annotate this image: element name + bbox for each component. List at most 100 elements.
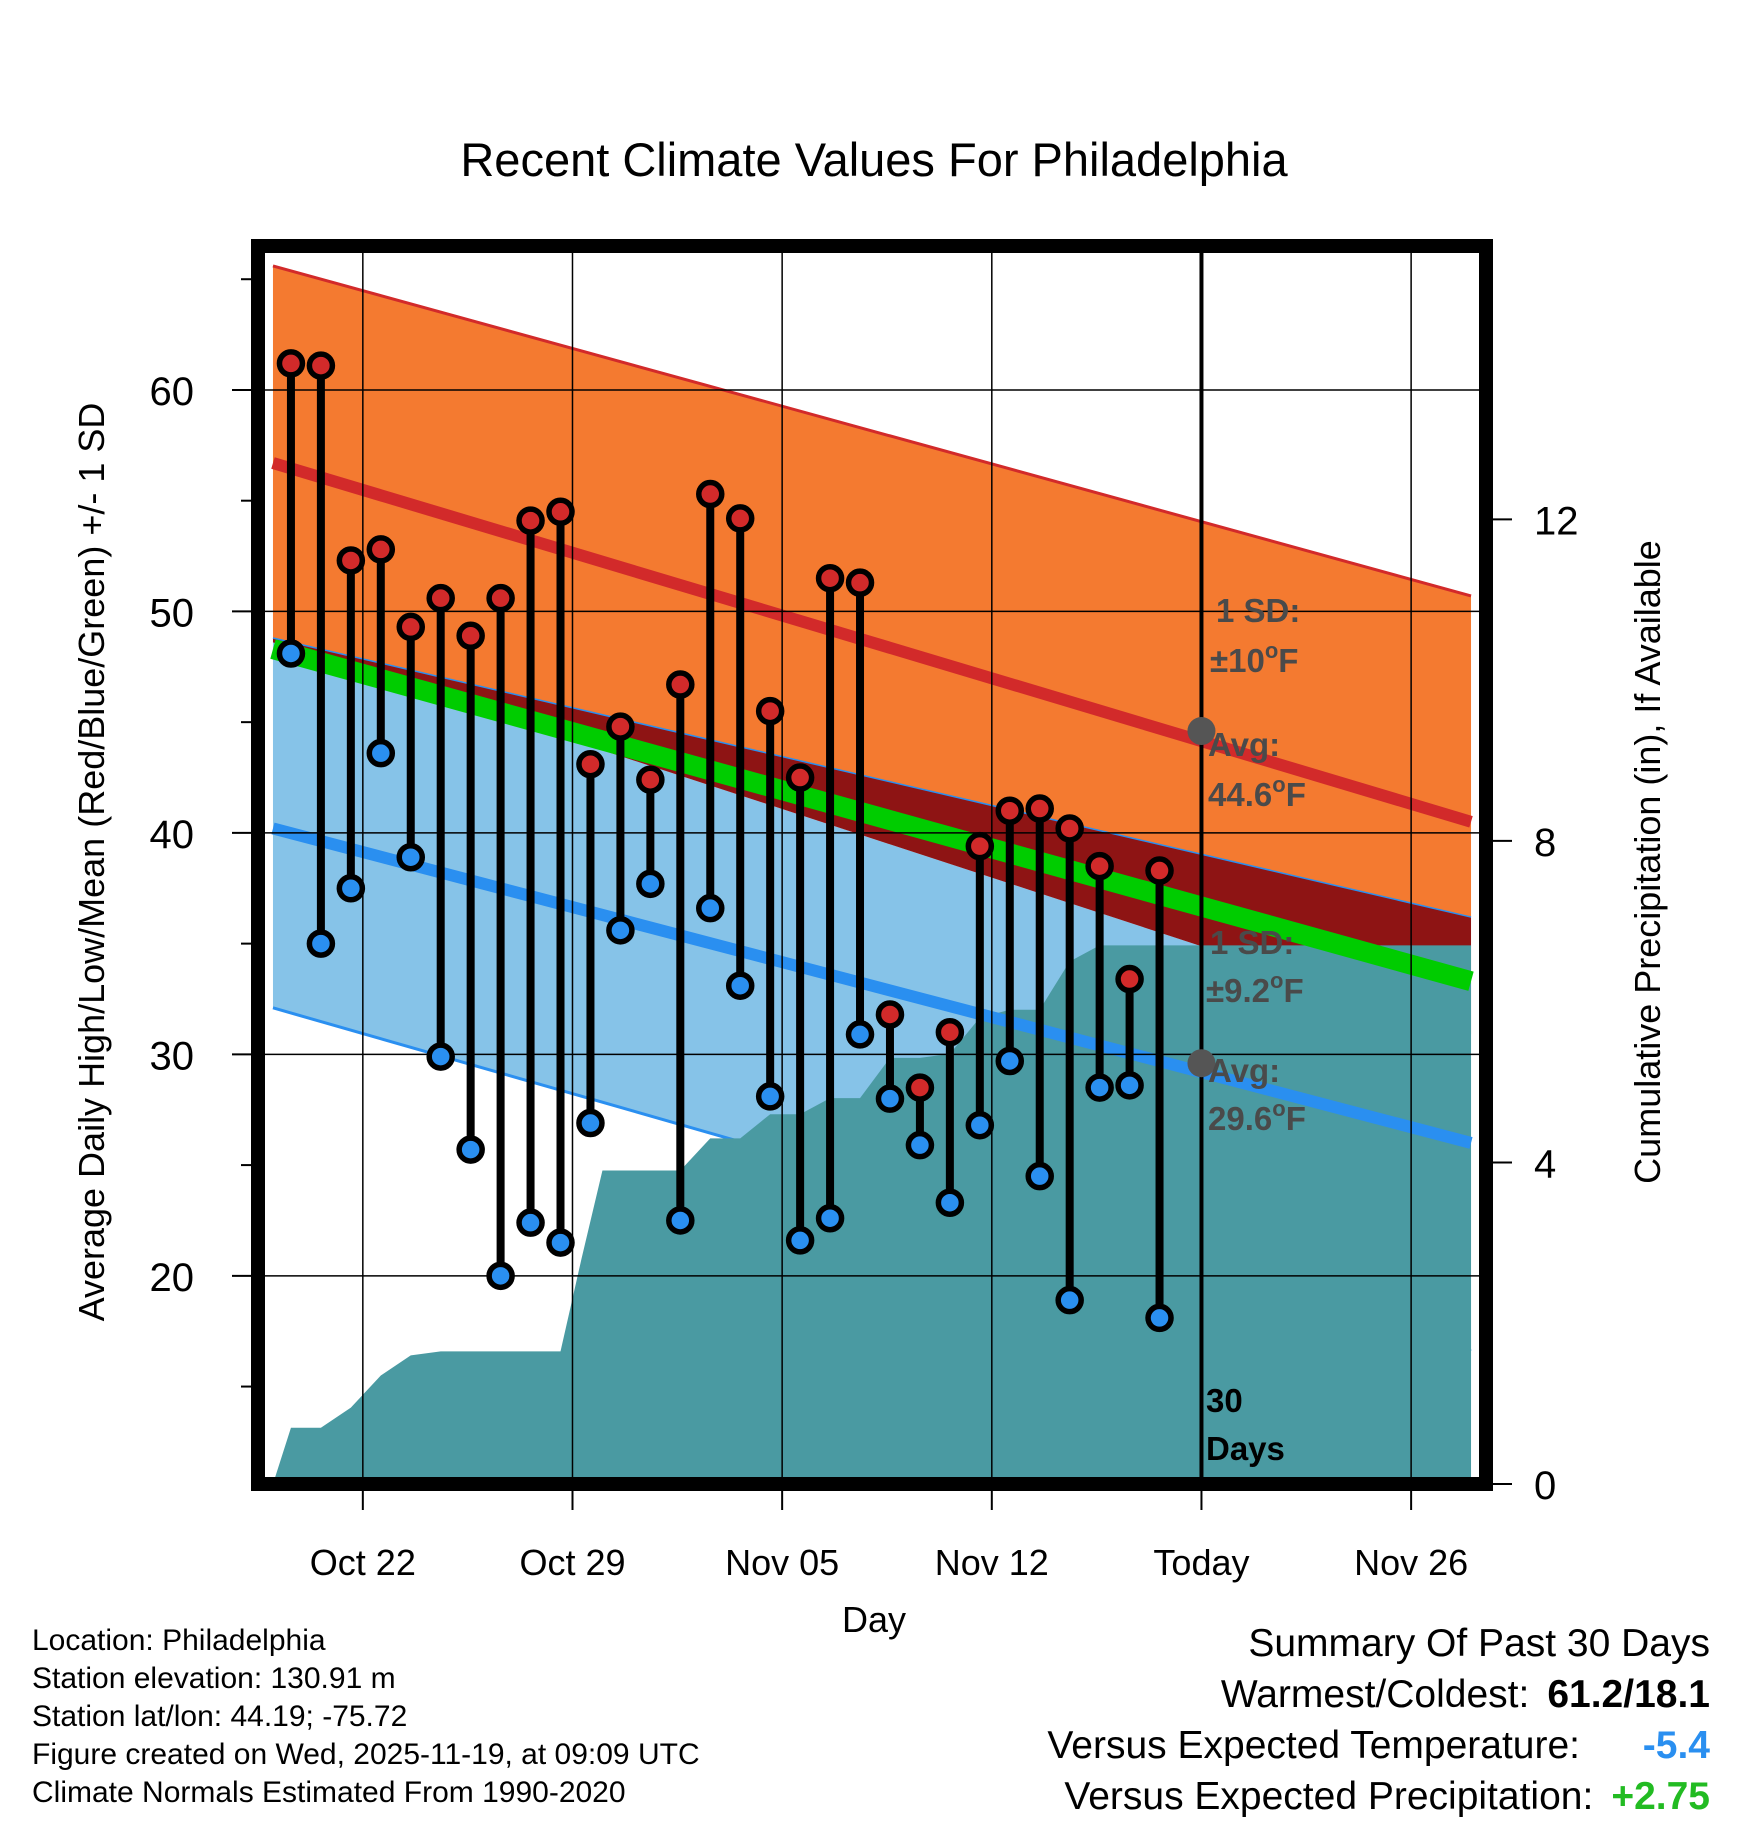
- plot-frame: [251, 239, 1493, 1491]
- days-label: Days: [1206, 1430, 1285, 1467]
- daily-low-point: [995, 1046, 1025, 1076]
- daily-high-point: [1115, 964, 1144, 994]
- summary-title: Summary Of Past 30 Days: [1248, 1622, 1710, 1665]
- low-sd-value: ±9.2oF: [1206, 968, 1304, 1009]
- high-sd-label: 1 SD:: [1216, 592, 1300, 629]
- x-tick-label: Oct 29: [519, 1542, 625, 1583]
- y-tick-label: 30: [150, 1034, 195, 1078]
- daily-low-point: [935, 1188, 965, 1217]
- daily-high-point: [815, 563, 845, 593]
- low-avg-label: Avg:: [1208, 1052, 1280, 1089]
- summary-warm-cold: Warmest/Coldest: 61.2/18.1: [1047, 1669, 1710, 1720]
- y-tick-label: 60: [150, 370, 195, 414]
- daily-high-point: [516, 506, 545, 535]
- daily-low-point: [666, 1206, 695, 1235]
- daily-high-point: [606, 712, 635, 741]
- y2-tick-label: 4: [1534, 1142, 1556, 1186]
- y2-axis-label: Cumulative Precipitation (in), If Availa…: [1627, 540, 1668, 1184]
- daily-high-point: [845, 568, 875, 597]
- daily-high-point: [366, 535, 396, 564]
- y-tick-label: 20: [150, 1256, 195, 1300]
- high-sd-value: ±10oF: [1210, 638, 1298, 679]
- daily-low-point: [696, 893, 725, 923]
- daily-low-point: [1085, 1073, 1114, 1102]
- daily-high-point: [276, 349, 306, 378]
- daily-high-point: [1145, 856, 1174, 885]
- summary-precip: Versus Expected Precipitation: +2.75: [1047, 1771, 1710, 1822]
- today-high-avg-marker: [1187, 717, 1216, 746]
- y2-tick-label: 0: [1534, 1464, 1556, 1508]
- warm-cold-label: Warmest/Coldest:: [1220, 1673, 1530, 1716]
- daily-high-point: [905, 1073, 935, 1102]
- daily-low-point: [636, 869, 665, 899]
- y-tick-label: 40: [150, 813, 195, 857]
- daily-low-point: [785, 1226, 815, 1255]
- normals-text: Climate Normals Estimated From 1990-2020: [32, 1776, 626, 1809]
- daily-low-point: [725, 971, 755, 1000]
- daily-high-point: [576, 749, 605, 779]
- daily-high-point: [785, 763, 815, 792]
- daily-low-point: [486, 1261, 515, 1291]
- daily-low-point: [366, 738, 396, 768]
- daily-high-point: [995, 796, 1025, 825]
- latlon-text: Station lat/lon: 44.19; -75.72: [32, 1700, 408, 1733]
- daily-high-point: [396, 612, 426, 642]
- chart-title: Recent Climate Values For Philadelphia: [460, 133, 1288, 186]
- daily-low-point: [606, 916, 635, 945]
- y2-tick-label: 12: [1534, 499, 1579, 543]
- temp-value: -5.4: [1642, 1724, 1710, 1767]
- summary-temp: Versus Expected Temperature: -5.4: [1047, 1720, 1710, 1771]
- daily-low-point: [516, 1208, 545, 1237]
- x-axis-label: Day: [842, 1599, 906, 1640]
- station-info: Location: Philadelphia Station elevation…: [32, 1622, 700, 1812]
- precip-value: +2.75: [1611, 1775, 1710, 1818]
- days-count: 30: [1206, 1382, 1243, 1419]
- x-tick-label: Nov 12: [935, 1542, 1049, 1583]
- daily-high-point: [306, 351, 336, 380]
- temp-label: Versus Expected Temperature:: [1047, 1724, 1580, 1767]
- daily-high-point: [1055, 814, 1084, 843]
- elevation-text: Station elevation: 130.91 m: [32, 1662, 396, 1695]
- daily-low-point: [845, 1020, 875, 1049]
- y-tick-label: 50: [150, 591, 195, 635]
- x-tick-label: Oct 22: [310, 1542, 416, 1583]
- daily-high-point: [666, 670, 695, 699]
- daily-low-point: [1055, 1285, 1084, 1315]
- high-avg-label: Avg:: [1208, 726, 1280, 763]
- daily-high-point: [755, 696, 785, 726]
- daily-low-point: [1145, 1303, 1174, 1333]
- daily-low-point: [965, 1110, 995, 1140]
- location-text: Location: Philadelphia: [32, 1624, 326, 1657]
- daily-low-point: [815, 1203, 845, 1233]
- daily-high-point: [546, 497, 575, 527]
- daily-high-point: [1025, 794, 1054, 823]
- daily-low-point: [1025, 1161, 1054, 1191]
- high-avg-line: [271, 457, 1473, 828]
- high-plus-sd-line: [272, 264, 1472, 598]
- daily-high-point: [725, 504, 755, 533]
- daily-low-point: [456, 1135, 485, 1164]
- daily-high-point: [935, 1017, 965, 1047]
- daily-low-point: [1115, 1071, 1144, 1100]
- x-tick-label: Nov 05: [725, 1542, 839, 1583]
- daily-high-point: [486, 583, 515, 613]
- daily-low-point: [276, 639, 306, 668]
- x-tick-label: Today: [1153, 1542, 1249, 1583]
- today-low-avg-marker: [1187, 1049, 1216, 1078]
- daily-low-point: [426, 1042, 455, 1071]
- warm-cold-value: 61.2/18.1: [1547, 1673, 1710, 1716]
- created-text: Figure created on Wed, 2025-11-19, at 09…: [32, 1738, 700, 1771]
- summary-panel: Summary Of Past 30 Days Warmest/Coldest:…: [1047, 1618, 1710, 1822]
- daily-low-point: [396, 842, 426, 872]
- daily-low-point: [755, 1082, 785, 1111]
- daily-high-point: [426, 583, 455, 613]
- daily-low-point: [546, 1228, 575, 1257]
- daily-low-point: [875, 1084, 905, 1113]
- x-tick-label: Nov 26: [1354, 1542, 1468, 1583]
- low-avg-value: 29.6oF: [1208, 1096, 1306, 1137]
- high-avg-value: 44.6oF: [1208, 772, 1306, 813]
- low-sd-label: 1 SD:: [1210, 924, 1294, 961]
- daily-low-point: [905, 1130, 935, 1160]
- daily-low-point: [576, 1108, 605, 1138]
